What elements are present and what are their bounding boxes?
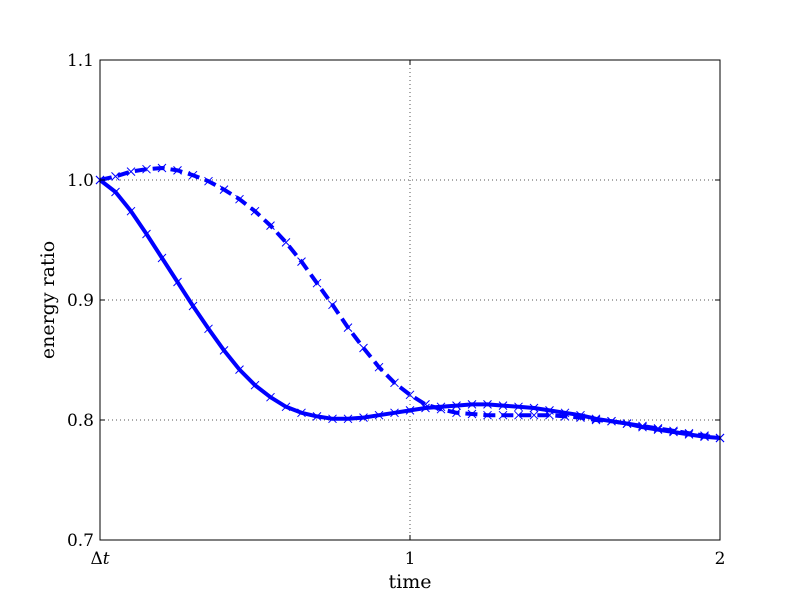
series-2-point [467,409,477,419]
series-1-point [405,406,415,415]
x-tick-label-italic: t [103,549,110,569]
series-1-point [173,277,182,287]
series-2-point [312,278,322,288]
tick-labels: Δt 1 2 0.7 0.8 0.9 1.0 1.1 [67,51,725,569]
series-2-point [669,426,678,436]
series-2-point [452,408,461,418]
series-2-point [142,164,151,174]
series-2-point [638,421,647,431]
y-tick-label: 1.1 [67,51,94,71]
x-tick-label-main: 2 [715,549,726,569]
tick-marks [99,59,721,541]
x-tick-label: 1 [405,549,416,569]
series-2-point [219,185,229,194]
y-tick-label: 0.7 [67,531,94,551]
series-1-point [529,403,539,413]
series-1-point [219,346,229,355]
series-2-point [684,428,694,438]
series-1-point [204,324,213,334]
series-2-point [700,431,709,440]
series-layer [95,163,725,443]
series-1-point [467,400,477,409]
series-2-point [421,400,430,409]
series-1-point [157,253,167,263]
series-1-point [312,412,322,421]
series-1-point [328,414,337,424]
series-2-point [266,221,275,230]
series-2-point [204,176,213,186]
series-2-point [235,194,244,204]
x-tick-label-main: Δ [90,549,102,569]
series-1-point [188,301,198,311]
series-2-point [374,362,384,372]
series-1-point [374,410,384,420]
series-1-point [126,206,136,216]
series-1-point [483,400,492,409]
series-1-point [343,414,353,424]
series-2-point [529,410,539,420]
series-2-point [576,413,585,422]
series-1-point [250,380,260,390]
series-2-point [297,257,306,266]
series-2-point [545,410,554,420]
series-2-point [343,323,353,332]
series-line-2-dashed [99,166,721,440]
series-1-point [297,408,306,418]
series-2-point [622,419,632,428]
series-2-point [328,300,337,310]
series-1-point [266,392,275,402]
series-2-point [250,206,260,216]
series-2-point [514,410,523,420]
y-tick-label: 1.0 [67,171,94,191]
y-tick-label: 0.8 [67,411,94,431]
series-2-point [281,238,291,247]
series-2-point [436,404,446,414]
series-1-point [235,365,244,374]
series-2-point [560,412,570,421]
x-tick-label: 2 [715,549,726,569]
series-2-point [405,390,415,400]
series-2-point [157,163,167,173]
series-2-point [483,410,492,420]
x-tick-label: Δt [90,549,109,569]
x-axis-label: time [389,571,432,593]
series-2-point [591,415,601,425]
y-tick-label: 0.9 [67,291,94,311]
series-1-point [142,229,151,239]
series-1-point [421,403,430,413]
series-1-point [390,408,399,418]
series-1-point [452,401,461,410]
series-1-point [498,401,508,410]
x-tick-label-main: 1 [405,549,416,569]
y-axis-label: energy ratio [37,241,59,359]
series-2-point [188,170,198,180]
grid-lines [100,60,720,540]
series-1-point [359,413,368,422]
series-2-point [111,172,120,181]
series-2-point [498,410,508,420]
series-2-point [607,416,616,426]
series-2-point [390,378,399,388]
series-2-point [359,343,368,353]
series-1-point [111,187,120,197]
series-2-point [173,166,182,175]
series-1-point [281,402,291,412]
series-2-point [653,424,663,433]
series-2-point [126,167,136,176]
series-1-point [514,402,523,412]
